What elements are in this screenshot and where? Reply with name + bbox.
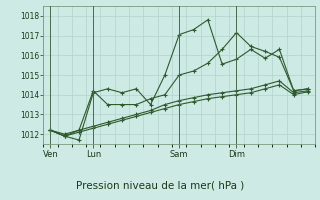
Text: Pression niveau de la mer( hPa ): Pression niveau de la mer( hPa ): [76, 181, 244, 191]
